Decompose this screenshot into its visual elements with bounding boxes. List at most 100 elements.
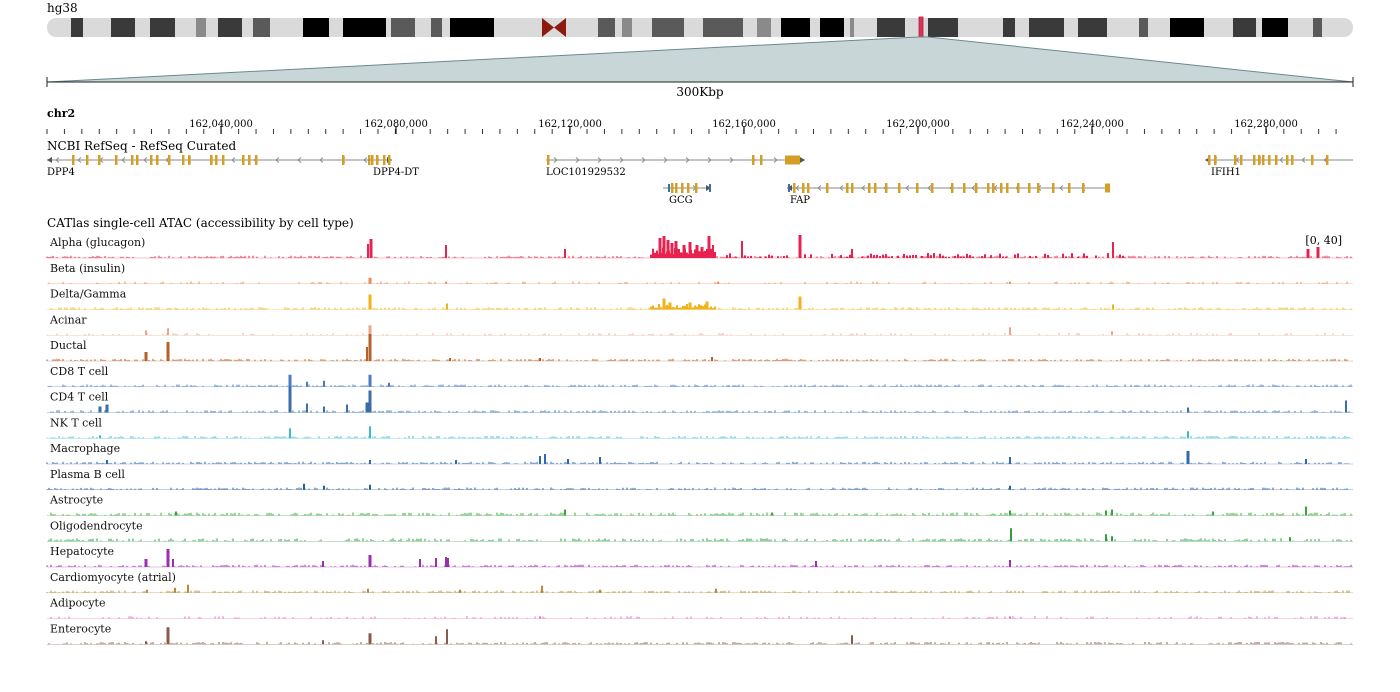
atac-track-acinar[interactable]: Acinar [46, 313, 1353, 336]
atac-track-astrocyte[interactable]: Astrocyte [47, 494, 1353, 516]
gene-exon [874, 183, 877, 193]
track-peak [660, 252, 662, 258]
atac-track-cd4-t-cell[interactable]: CD4 T cell [47, 386, 1353, 413]
track-peak [650, 254, 652, 258]
track-peak [846, 256, 848, 258]
atac-track-adipocyte[interactable]: Adipocyte [47, 597, 1353, 619]
track-peak [303, 483, 305, 490]
ideogram-band [150, 18, 175, 37]
atac-track-cardiomyocyte-atrial[interactable]: Cardiomyocyte (atrial) [46, 571, 1353, 594]
ideogram-band [1003, 18, 1015, 37]
gene-exon [136, 155, 139, 165]
track-peak [288, 374, 292, 387]
atac-track-macrophage[interactable]: Macrophage [46, 442, 1353, 465]
gene-utr-block [785, 155, 800, 165]
track-peak [1112, 242, 1114, 258]
atac-track-group[interactable]: Alpha (glucagon) Beta (insulin) Delta/Gamm… [46, 235, 1353, 645]
gene-exon [547, 155, 550, 165]
track-signal [46, 487, 1348, 490]
chromosome-ideogram[interactable] [47, 16, 1353, 39]
track-peak [1029, 255, 1031, 258]
track-peak [684, 248, 686, 258]
atac-track-beta-insulin[interactable]: Beta (insulin) [47, 262, 1353, 285]
track-label: Macrophage [50, 442, 120, 455]
track-signal [46, 358, 1348, 361]
track-peak [840, 255, 842, 258]
track-peak [369, 426, 371, 439]
track-peak [747, 256, 749, 258]
gene-exon [188, 155, 191, 165]
atac-track-nk-t-cell[interactable]: NK T cell [46, 416, 1353, 439]
track-peak [885, 254, 887, 258]
atac-track-enterocyte[interactable]: Enterocyte [47, 622, 1353, 645]
gene-loc101929532[interactable]: LOC101929532 [546, 155, 805, 178]
gene-exon [963, 183, 966, 193]
strand-chevron [839, 185, 844, 191]
gene-exon [802, 183, 805, 193]
gene-ifih1[interactable]: IFIH1 [1205, 155, 1353, 178]
track-peak [1009, 485, 1011, 490]
atac-track-plasma-b-cell[interactable]: Plasma B cell [46, 468, 1353, 491]
atac-track-hepatocyte[interactable]: Hepatocyte [46, 545, 1353, 568]
ruler-tick-label: 162,120,000 [538, 119, 602, 130]
track-peak [447, 558, 449, 567]
gene-dpp4[interactable]: DPP4 [47, 155, 372, 178]
track-peak [1071, 253, 1073, 258]
zoom-region-wedge [46, 36, 1354, 83]
strand-chevron [1301, 157, 1306, 163]
track-peak [712, 307, 714, 310]
atac-track-cd8-t-cell[interactable]: CD8 T cell [47, 365, 1353, 388]
atac-track-delta-gamma[interactable]: Delta/Gamma [47, 288, 1353, 310]
gene-exon [1052, 183, 1055, 193]
track-peak [707, 236, 711, 258]
track-peak [682, 252, 684, 258]
track-peak [700, 305, 702, 310]
track-peak [539, 456, 541, 464]
track-peak [700, 251, 702, 258]
track-peak [144, 352, 148, 361]
track-peak [945, 256, 947, 258]
track-peak [174, 587, 176, 593]
gene-exon [1286, 155, 1289, 165]
track-peak [1062, 253, 1064, 258]
atac-track-oligodendrocyte[interactable]: Oligodendrocyte [47, 519, 1353, 542]
gene-exon [1017, 183, 1020, 193]
track-peak [1047, 255, 1049, 258]
gene-track[interactable]: DPP4 DPP4-DT LOC101929532 IFIH1 GCG FAP [47, 155, 1353, 206]
track-peak [786, 255, 788, 258]
gene-fap[interactable]: FAP [787, 183, 1110, 206]
track-peak [306, 381, 308, 387]
track-peak [999, 253, 1001, 258]
track-peak [990, 255, 992, 258]
track-peak [888, 256, 890, 258]
strand-chevron [77, 157, 82, 163]
track-peak [1065, 256, 1067, 258]
track-label: Acinar [49, 313, 87, 326]
gene-exon [98, 155, 101, 165]
track-peak [711, 357, 713, 361]
current-region-marker[interactable] [918, 16, 924, 39]
gene-exon [807, 183, 810, 193]
ideogram-band [391, 18, 415, 37]
coordinate-ruler[interactable]: 162,040,000 162,080,000 162,120,000 162,160… [46, 119, 1353, 134]
strand-chevron [363, 157, 368, 163]
ideogram-band [71, 18, 83, 37]
track-signal [50, 307, 1352, 310]
strand-chevron [121, 157, 126, 163]
gene-gcg[interactable]: GCG [663, 183, 711, 206]
atac-track-ductal[interactable]: Ductal [46, 334, 1353, 362]
track-peak [909, 255, 911, 258]
track-peak [367, 588, 369, 593]
gene-exon [222, 155, 225, 165]
gene-dpp4-dt[interactable]: DPP4-DT [368, 155, 419, 178]
track-peak [446, 629, 448, 645]
track-peak [954, 255, 956, 258]
track-peak [322, 561, 324, 567]
atac-track-alpha-glucagon[interactable]: Alpha (glucagon) [46, 235, 1353, 259]
track-peak [323, 406, 325, 413]
track-peak [1305, 506, 1307, 516]
ruler-tick-label: 162,200,000 [886, 119, 950, 130]
track-peak [289, 428, 291, 439]
track-peak [876, 254, 878, 258]
track-peak [1345, 400, 1347, 413]
